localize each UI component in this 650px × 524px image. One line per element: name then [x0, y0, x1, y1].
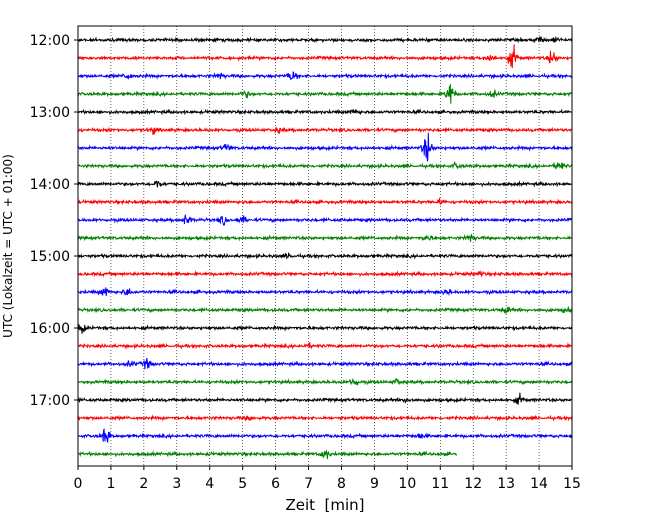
trace-line: [77, 44, 573, 69]
trace-line: [77, 161, 573, 170]
trace-line: [77, 324, 573, 334]
y-tick-label: 15:00: [30, 249, 70, 265]
x-tick-label: 15: [563, 476, 581, 492]
y-axis-ticks: 12:00 13:00 14:00 15:00 16:00 17:00: [30, 33, 78, 409]
x-tick-label: 6: [271, 476, 280, 492]
trace-line: [77, 428, 573, 443]
x-tick-label: 8: [337, 476, 346, 492]
x-tick-label: 14: [530, 476, 548, 492]
x-tick-label: 5: [238, 476, 247, 492]
x-tick-label: 2: [139, 476, 148, 492]
y-tick-label: 13:00: [30, 105, 70, 121]
trace-line: [77, 180, 573, 188]
x-tick-label: 12: [464, 476, 482, 492]
trace-line: [77, 197, 573, 206]
trace-line: [77, 214, 573, 226]
grid-lines: [110, 26, 540, 466]
x-tick-label: 1: [106, 476, 115, 492]
x-tick-label: 0: [74, 476, 83, 492]
trace-line: [77, 358, 573, 370]
x-tick-label: 9: [370, 476, 379, 492]
trace-line: [77, 108, 573, 116]
trace-line: [77, 305, 573, 314]
trace-series: [77, 36, 573, 460]
plot-frame: [77, 25, 573, 467]
trace-line: [77, 414, 573, 422]
x-tick-label: 7: [304, 476, 313, 492]
x-tick-label: 3: [172, 476, 181, 492]
trace-line: [77, 342, 573, 350]
trace-line: [77, 36, 573, 44]
y-tick-label: 14:00: [30, 177, 70, 193]
x-tick-label: 13: [497, 476, 515, 492]
x-tick-label: 4: [205, 476, 214, 492]
trace-line: [77, 234, 573, 242]
trace-line: [77, 449, 458, 460]
y-tick-label: 12:00: [30, 33, 70, 49]
y-tick-label: 17:00: [30, 393, 70, 409]
trace-line: [77, 270, 573, 278]
trace-line: [77, 71, 573, 81]
trace-line: [77, 377, 573, 386]
y-tick-label: 16:00: [30, 321, 70, 337]
x-axis-ticks: 0 1 2 3 4 5 6 7 8 9 10 11 12 13 14 15: [74, 466, 581, 492]
y-axis-label: UTC (Lokalzeit = UTC + 01:00): [1, 154, 15, 338]
trace-line: [77, 252, 573, 260]
x-tick-label: 11: [431, 476, 449, 492]
trace-line: [77, 83, 573, 104]
trace-line: [77, 126, 573, 136]
x-axis-label: Zeit [min]: [285, 496, 364, 514]
x-tick-label: 10: [398, 476, 416, 492]
trace-line: [77, 287, 573, 297]
trace-line: [77, 132, 573, 162]
trace-line: [77, 392, 573, 405]
